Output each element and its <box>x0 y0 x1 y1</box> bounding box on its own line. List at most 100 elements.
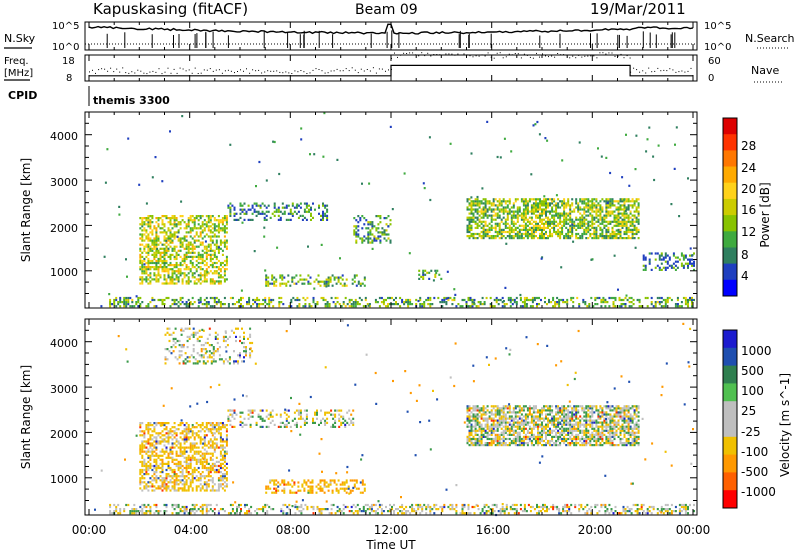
echo-cell <box>269 413 272 416</box>
echo-cell <box>157 237 160 240</box>
echo-cell <box>481 303 484 306</box>
nave-dot <box>560 54 562 56</box>
echo-cell <box>320 421 322 424</box>
echo-cell <box>155 442 158 445</box>
echo-cell <box>272 305 275 308</box>
echo-cell <box>654 305 657 308</box>
echo-cell <box>369 237 372 240</box>
echo-cell <box>453 296 456 300</box>
echo-cell <box>201 475 204 478</box>
echo-cell <box>211 462 214 465</box>
echo-cell <box>472 405 475 408</box>
echo-cell <box>217 432 220 435</box>
echo-cell <box>344 423 347 426</box>
echo-cell <box>193 235 196 238</box>
echo-cell <box>590 296 593 300</box>
echo-cell <box>309 481 312 484</box>
echo-cell <box>332 417 335 420</box>
echo-cell <box>545 204 547 207</box>
echo-cell <box>332 301 335 304</box>
echo-cell <box>573 222 576 225</box>
echo-cell <box>281 489 284 492</box>
echo-cell <box>482 216 485 219</box>
echo-cell <box>163 264 166 267</box>
echo-cell <box>605 235 608 238</box>
echo-cell <box>141 278 144 281</box>
echo-cell <box>561 232 564 236</box>
echo-cell <box>191 247 194 250</box>
echo-cell <box>159 454 162 457</box>
echo-cell <box>175 253 178 256</box>
echo-cell <box>173 221 176 224</box>
echo-cell <box>572 305 575 308</box>
echo-cell <box>221 266 224 269</box>
echo-cell <box>273 487 276 490</box>
echo-cell <box>211 440 214 443</box>
echo-cell <box>509 298 512 302</box>
echo-cell <box>623 204 626 207</box>
echo-cell <box>682 258 685 261</box>
echo-cell <box>147 481 150 484</box>
echo-cell <box>522 210 525 213</box>
echo-cell <box>209 446 212 449</box>
echo-cell <box>252 298 255 302</box>
echo-cell <box>155 436 158 439</box>
echo-cell <box>225 473 228 476</box>
echo-cell <box>199 268 202 271</box>
echo-cell <box>197 424 200 427</box>
echo-cell <box>468 407 471 410</box>
echo-cell <box>225 264 228 267</box>
echo-cell <box>211 241 214 244</box>
echo-cell <box>174 346 177 349</box>
echo-cell <box>423 303 426 306</box>
echo-cell <box>273 282 276 285</box>
echo-cell <box>508 208 511 211</box>
echo-cell <box>165 483 168 486</box>
echo-cell <box>163 440 166 443</box>
echo-cell <box>221 229 224 232</box>
echo-cell <box>193 251 196 254</box>
echo-cell <box>615 216 618 219</box>
echo-cell <box>145 219 148 222</box>
echo-cell <box>490 429 493 432</box>
echo-cell <box>139 422 142 425</box>
echo-cell <box>650 268 653 271</box>
echo-cell <box>191 303 194 306</box>
echo-cell <box>502 222 505 225</box>
echo-cell <box>547 216 549 219</box>
echo-cell <box>155 305 158 308</box>
echo-cell <box>601 208 604 211</box>
echo-cell <box>143 464 146 468</box>
echo-cell <box>195 264 198 267</box>
echo-cell <box>652 305 655 308</box>
echo-cell <box>217 487 220 490</box>
echo-cell <box>676 296 679 300</box>
nave-dot <box>526 54 528 56</box>
nave-dot <box>454 54 456 56</box>
echo-cell <box>369 233 372 236</box>
echo-cell <box>541 210 543 213</box>
echo-cell <box>193 266 196 269</box>
echo-cell <box>173 298 176 302</box>
echo-cell <box>514 228 517 231</box>
echo-cell <box>621 204 624 207</box>
echo-cell <box>335 483 338 486</box>
echo-cell <box>175 473 178 476</box>
echo-cell <box>290 305 293 308</box>
echo-cell <box>613 200 616 203</box>
echo-cell <box>611 228 614 231</box>
echo-cell <box>217 280 220 283</box>
echo-cell <box>482 409 485 412</box>
echo-cell <box>181 438 184 441</box>
echo-cell <box>273 491 276 494</box>
echo-cell <box>607 198 610 201</box>
echo-cell <box>203 430 206 433</box>
echo-cell <box>377 227 380 230</box>
echo-cell <box>387 303 389 306</box>
echo-cell <box>185 225 188 228</box>
echo-cell <box>249 415 252 418</box>
echo-cell <box>221 424 224 427</box>
echo-cell <box>197 458 200 461</box>
echo-cell <box>354 305 357 308</box>
echo-cell <box>352 417 355 420</box>
